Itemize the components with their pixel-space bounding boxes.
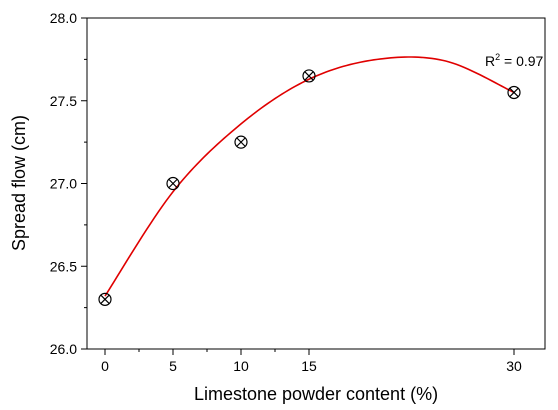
y-tick-label: 26.0 (50, 341, 77, 357)
x-tick-label: 10 (233, 358, 249, 374)
x-tick-label: 0 (101, 358, 109, 374)
data-point (234, 135, 248, 149)
plot-frame (86, 17, 546, 350)
y-tick-label: 27.5 (50, 93, 77, 109)
r-squared-annotation: R2 = 0.97 (485, 52, 544, 69)
x-tick-label: 15 (301, 358, 317, 374)
data-point (98, 292, 112, 306)
r-squared-sup: 2 (495, 52, 500, 62)
r-squared-value: = 0.97 (500, 53, 543, 69)
data-point (302, 69, 316, 83)
x-tick-label: 30 (506, 358, 522, 374)
y-axis-label: Spread flow (cm) (9, 115, 29, 251)
y-tick-label: 28.0 (50, 10, 77, 26)
x-axis-label: Limestone powder content (%) (194, 384, 438, 404)
data-points-layer (98, 69, 521, 306)
data-point (507, 85, 521, 100)
ticks: 0 5 10 15 30 26.0 26.5 27.0 27.5 28.0 (50, 10, 522, 374)
fit-curve-layer (104, 56, 515, 297)
x-tick-label: 5 (169, 358, 177, 374)
y-tick-label: 27.0 (50, 176, 77, 192)
r-squared-base: R (485, 53, 495, 69)
data-point (166, 176, 180, 191)
y-tick-label: 26.5 (50, 258, 77, 274)
fit-curve (104, 56, 515, 297)
axes (86, 17, 546, 350)
